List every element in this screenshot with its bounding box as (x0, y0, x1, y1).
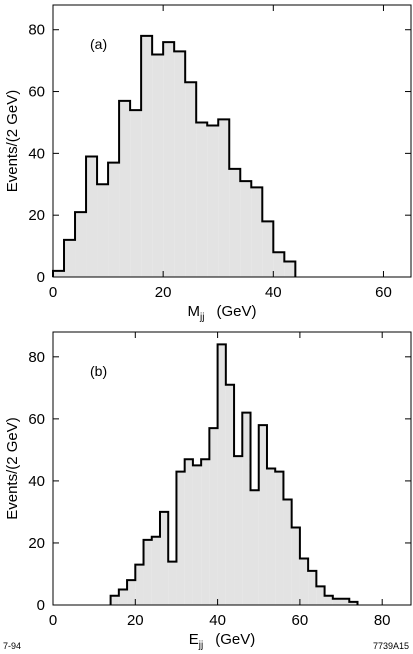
panel-a-bin-bar (273, 252, 285, 277)
panel-a-bin-bar (174, 51, 186, 278)
panel-b-histogram-outline (109, 343, 359, 605)
panel-b-x-axis-label-sub: jj (198, 640, 203, 651)
panel-a-y-tick-label: 40 (28, 145, 45, 162)
panel-b-label: (b) (90, 363, 107, 379)
panel-a-histogram-outline (52, 34, 297, 277)
panel-b-bin-bar (176, 471, 185, 605)
panel-a-bin-bar (185, 82, 197, 277)
panel-b-bin-bar (242, 412, 251, 605)
panel-b-bin-bar (234, 456, 243, 605)
panel-b-bin-bar (110, 595, 119, 605)
panel-a-x-tick-label: 0 (49, 284, 57, 301)
panel-a-y-tick-label: 80 (28, 22, 45, 39)
panel-b-x-axis-label-unit: (GeV) (215, 631, 255, 648)
panel-a-bin-bar (119, 100, 131, 278)
panel-a-x-axis-label-main: M (188, 303, 201, 320)
panel-b-bin-bar (127, 580, 136, 605)
panel-b-bin-bar (184, 459, 193, 605)
panel-b-bin-bar (258, 425, 267, 605)
panel-a-bin-bar (251, 187, 263, 277)
panel-a-y-tick-label: 20 (28, 207, 45, 224)
panel-a-bin-bar (130, 110, 142, 277)
panel-b-x-tick-label: 60 (292, 612, 309, 629)
panel-b-bin-bar (283, 499, 292, 605)
panel-b-y-tick-label: 60 (28, 411, 45, 428)
panel-b-bin-bar (341, 598, 350, 605)
panel-b-bin-bar (168, 561, 177, 605)
panel-b-x-tick-label: 0 (49, 612, 57, 629)
panel-a-bin-bar (196, 122, 208, 277)
panel-b-bin-bar (151, 536, 160, 605)
panel-b-bin-bar (349, 601, 358, 605)
panel-a-bin-bar (141, 35, 153, 278)
panel-a-x-axis-label-unit: (GeV) (216, 303, 256, 320)
panel-b-bin-bar (118, 589, 128, 605)
panel-a-bin-bar (163, 42, 175, 277)
panel-b-ejj: 0 20 40 60 80 0 20 40 60 80 (b) Events/(2 GeV) Ej… (4, 331, 412, 651)
panel-b-bin-bar (159, 511, 169, 605)
panel-b-bin-bar (332, 598, 342, 605)
panel-a-bin-bar (240, 181, 252, 277)
panel-b-bin-bar (250, 490, 259, 605)
panel-a-x-axis-label: Mjj (GeV) (188, 303, 257, 323)
panel-b-bin-bar (201, 459, 210, 605)
panel-a-x-axis-label-sub: jj (199, 312, 204, 323)
footer-left-code: 7-94 (3, 641, 22, 651)
panel-a-bars (52, 34, 297, 278)
panel-a-frame (52, 4, 412, 278)
panel-a-bin-bar (262, 221, 274, 277)
panel-b-bars (109, 343, 359, 605)
panel-a-bin-bar (229, 168, 241, 277)
panel-b-bin-bar (308, 570, 317, 605)
panel-b-x-axis-label-main: E (189, 631, 199, 648)
panel-b-x-tick-label: 20 (127, 612, 144, 629)
panel-b-bin-bar (225, 384, 235, 605)
panel-b-bin-bar (192, 465, 202, 605)
panel-b-bin-bar (143, 539, 152, 605)
panel-a-bin-bar (284, 261, 296, 277)
panel-b-y-tick-label: 20 (28, 535, 45, 552)
panel-a-bin-bar (75, 212, 87, 277)
panel-a-y-axis-label: Events/(2 GeV) (4, 90, 21, 193)
panel-b-ticks: 0 20 40 60 80 0 20 40 60 80 (28, 332, 411, 629)
panel-b-y-tick-label: 40 (28, 473, 45, 490)
panel-a-bin-bar (53, 270, 65, 277)
panel-b-bin-bar (316, 586, 325, 605)
panel-b-bin-bar (291, 527, 300, 605)
panel-a-bin-bar (86, 156, 98, 277)
panel-b-bin-bar (275, 471, 284, 605)
panel-b-bin-bar (135, 564, 144, 605)
panel-b-bin-bar (209, 428, 218, 605)
panel-a-x-tick-label: 40 (265, 284, 282, 301)
footer-right-code: 7739A15 (372, 641, 409, 651)
panel-a-x-tick-label: 60 (375, 284, 392, 301)
panel-b-x-tick-label: 80 (374, 612, 391, 629)
panel-b-frame (52, 331, 412, 606)
panel-a-bin-bar (64, 239, 76, 277)
panel-b-bin-bar (299, 558, 309, 605)
panel-a-bin-bar (97, 184, 109, 277)
panel-a-y-tick-label: 60 (28, 84, 45, 101)
panel-b-x-axis-label: Ejj (GeV) (189, 631, 255, 651)
panel-a-x-tick-label: 20 (155, 284, 172, 301)
panel-b-bin-bar (217, 344, 226, 605)
panel-b-x-tick-label: 40 (209, 612, 226, 629)
panel-b-y-axis-label: Events/(2 GeV) (4, 417, 21, 520)
panel-a-label: (a) (90, 36, 107, 52)
panel-b-bin-bar (324, 595, 333, 605)
panel-b-bin-bar (266, 468, 276, 605)
panel-a-y-tick-label: 0 (37, 269, 45, 286)
panel-a-bin-bar (218, 119, 230, 277)
panel-b-y-tick-label: 80 (28, 349, 45, 366)
panel-b-y-tick-label: 0 (37, 597, 45, 614)
panel-a-mjj: 0 20 40 60 0 20 40 60 80 (a) Events/(2 GeV) Mjj (… (4, 4, 412, 323)
panel-a-ticks: 0 20 40 60 0 20 40 60 80 (28, 5, 411, 301)
panel-a-bin-bar (108, 162, 120, 277)
panel-a-bin-bar (152, 54, 164, 277)
panel-a-bin-bar (207, 125, 219, 277)
